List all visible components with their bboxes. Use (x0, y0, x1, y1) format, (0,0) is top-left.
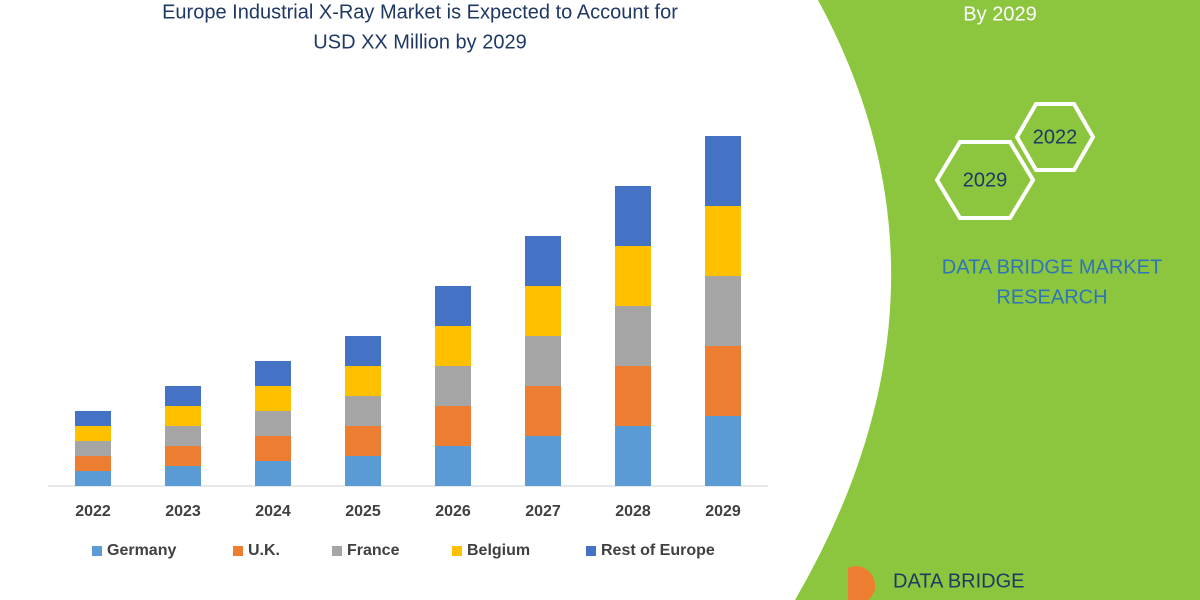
x-tick-label: 2024 (255, 503, 291, 520)
bar-segment (345, 456, 381, 486)
legend-label: U.K. (248, 542, 280, 559)
bar-segment (705, 136, 741, 206)
x-tick-label: 2026 (435, 503, 471, 520)
legend-swatch (332, 546, 342, 556)
bar-segment (615, 186, 651, 246)
bar-segment (435, 366, 471, 406)
bar-segment (705, 346, 741, 416)
bar-segment (525, 336, 561, 386)
bar-segment (345, 396, 381, 426)
bar-segment (75, 471, 111, 486)
logo-mark (848, 566, 876, 600)
legend-label: Rest of Europe (601, 542, 715, 559)
x-tick-label: 2025 (345, 503, 381, 520)
bar-segment (435, 286, 471, 326)
legend-label: France (347, 542, 400, 559)
chart-title: Europe Industrial X-Ray Market is Expect… (162, 1, 678, 23)
legend-swatch (233, 546, 243, 556)
bar-segment (345, 366, 381, 396)
bar-segment (615, 246, 651, 306)
bar-segment (525, 236, 561, 286)
bar-segment (705, 276, 741, 346)
bar-segment (255, 411, 291, 436)
bar-segment (75, 441, 111, 456)
logo-text: DATA BRIDGE (893, 570, 1025, 592)
bar-segment (75, 456, 111, 471)
bar-segment (525, 386, 561, 436)
hex-label: 2022 (1033, 126, 1078, 148)
bar-segment (165, 406, 201, 426)
bar-segment (255, 461, 291, 486)
bar-segment (75, 426, 111, 441)
bar-segment (165, 446, 201, 466)
hexagon (934, 140, 1036, 220)
hexagon (1014, 102, 1096, 172)
bar-segment (255, 436, 291, 461)
x-tick-label: 2023 (165, 503, 201, 520)
hex-label: 2029 (963, 169, 1008, 191)
bar-segment (705, 206, 741, 276)
bar-segment (75, 411, 111, 426)
x-tick-label: 2022 (75, 503, 111, 520)
bar-segment (345, 336, 381, 366)
bar-segment (255, 361, 291, 386)
legend-label: Belgium (467, 542, 530, 559)
bar-segment (255, 386, 291, 411)
legend-swatch (452, 546, 462, 556)
bar-segment (525, 286, 561, 336)
legend-swatch (92, 546, 102, 556)
bar-segment (615, 366, 651, 426)
bar-segment (435, 446, 471, 486)
bar-segment (615, 306, 651, 366)
bar-segment (345, 426, 381, 456)
banner-period: By 2029 (963, 3, 1036, 25)
bar-segment (435, 326, 471, 366)
bar-segment (525, 436, 561, 486)
bar-segment (165, 386, 201, 406)
chart-title: USD XX Million by 2029 (313, 31, 526, 53)
x-tick-label: 2028 (615, 503, 651, 520)
brand-text: RESEARCH (996, 286, 1107, 308)
green-panel (795, 0, 1200, 600)
bar-segment (435, 406, 471, 446)
bar-segment (165, 426, 201, 446)
bar-segment (165, 466, 201, 486)
legend-swatch (586, 546, 596, 556)
legend-label: Germany (107, 542, 176, 559)
brand-text: DATA BRIDGE MARKET (942, 256, 1162, 278)
x-tick-label: 2027 (525, 503, 561, 520)
x-tick-label: 2029 (705, 503, 741, 520)
bar-segment (705, 416, 741, 486)
bar-segment (615, 426, 651, 486)
